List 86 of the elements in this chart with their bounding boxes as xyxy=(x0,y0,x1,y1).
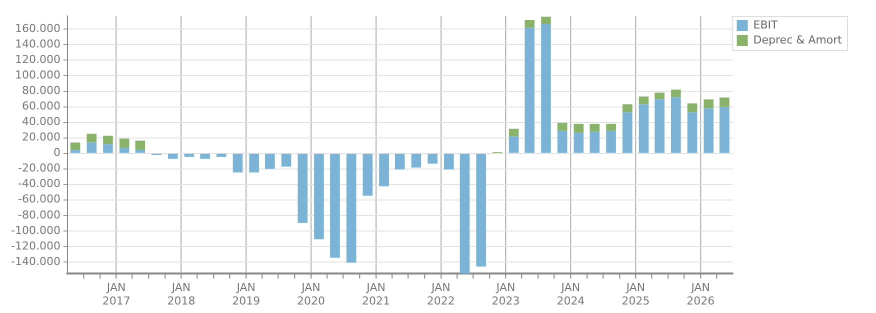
bar xyxy=(135,140,146,150)
bar xyxy=(541,24,551,153)
bar xyxy=(362,154,373,196)
bar xyxy=(574,132,584,153)
y-tick-label: -20.000 xyxy=(18,162,60,175)
bar xyxy=(574,124,584,132)
y-tick-label: 20.000 xyxy=(22,130,60,144)
y-tick-label: -80.000 xyxy=(18,208,60,222)
bar xyxy=(687,112,698,153)
bar xyxy=(411,154,422,168)
bar xyxy=(606,130,616,153)
bar xyxy=(249,154,260,172)
bar xyxy=(103,136,113,144)
y-tick-label: 60.000 xyxy=(22,100,60,113)
bar xyxy=(216,154,226,157)
bar xyxy=(720,106,730,153)
bar xyxy=(590,124,600,132)
bar xyxy=(298,154,308,223)
x-tick-label: JAN 2025 xyxy=(622,281,650,308)
bar xyxy=(671,90,681,98)
x-tick-label: JAN 2022 xyxy=(426,281,455,308)
x-tick-label: JAN 2026 xyxy=(686,281,715,308)
bar xyxy=(314,154,324,240)
bar xyxy=(557,122,568,130)
bar xyxy=(460,154,470,274)
y-tick-label: 160.000 xyxy=(14,22,60,36)
bar xyxy=(119,138,130,148)
bar xyxy=(428,154,438,164)
x-tick-label: JAN 2020 xyxy=(296,281,325,308)
bar xyxy=(330,154,340,258)
bar xyxy=(704,99,714,108)
bar xyxy=(135,149,146,153)
bar xyxy=(671,97,681,153)
bar xyxy=(508,128,519,136)
bar xyxy=(720,97,730,107)
bar xyxy=(704,108,714,153)
legend-label: EBIT xyxy=(753,18,778,32)
x-tick-label: JAN 2023 xyxy=(492,281,520,308)
bar xyxy=(638,104,649,153)
bar xyxy=(622,104,632,112)
bar xyxy=(184,154,194,157)
x-tick-label: JAN 2018 xyxy=(167,281,196,308)
legend-label: Deprec & Amort xyxy=(753,33,843,46)
bar xyxy=(119,147,130,153)
y-tick-label: 120.000 xyxy=(14,53,60,66)
y-tick-label: -140.000 xyxy=(10,254,60,268)
x-tick-label: JAN 2021 xyxy=(362,281,390,308)
bar xyxy=(168,154,178,159)
y-tick-label: -120.000 xyxy=(10,239,60,252)
bar xyxy=(70,142,80,150)
y-tick-label: -40.000 xyxy=(18,177,60,190)
bar xyxy=(606,124,616,130)
y-tick-label: 140.000 xyxy=(14,38,60,51)
bar xyxy=(687,103,698,112)
bar xyxy=(444,154,454,170)
y-tick-label: -60.000 xyxy=(18,192,60,206)
bar xyxy=(379,154,389,186)
x-tick-label: JAN 2019 xyxy=(232,281,260,308)
bar xyxy=(232,154,243,172)
bar xyxy=(394,154,405,170)
x-tick-label: JAN 2017 xyxy=(102,281,130,308)
bar xyxy=(281,154,292,167)
y-tick-label: -100.000 xyxy=(10,224,60,237)
bar xyxy=(200,154,210,159)
bar xyxy=(557,130,568,153)
bar xyxy=(541,16,551,24)
bar xyxy=(524,20,535,28)
bar xyxy=(476,154,486,266)
bar xyxy=(70,150,80,153)
bar xyxy=(638,96,649,104)
bar xyxy=(86,134,97,142)
bar xyxy=(103,144,113,153)
y-tick-label: 100.000 xyxy=(14,68,60,82)
bar xyxy=(265,154,275,169)
x-tick-label: JAN 2024 xyxy=(556,281,585,308)
bar xyxy=(590,132,600,153)
y-tick-label: 80.000 xyxy=(22,84,60,98)
bar xyxy=(86,142,97,153)
bar xyxy=(346,154,356,263)
bar xyxy=(654,99,664,153)
bar xyxy=(622,112,632,153)
y-tick-label: 0 xyxy=(53,146,60,160)
bar xyxy=(654,92,664,100)
bar xyxy=(508,136,519,153)
y-tick-label: 40.000 xyxy=(22,115,60,128)
bar xyxy=(524,28,535,153)
